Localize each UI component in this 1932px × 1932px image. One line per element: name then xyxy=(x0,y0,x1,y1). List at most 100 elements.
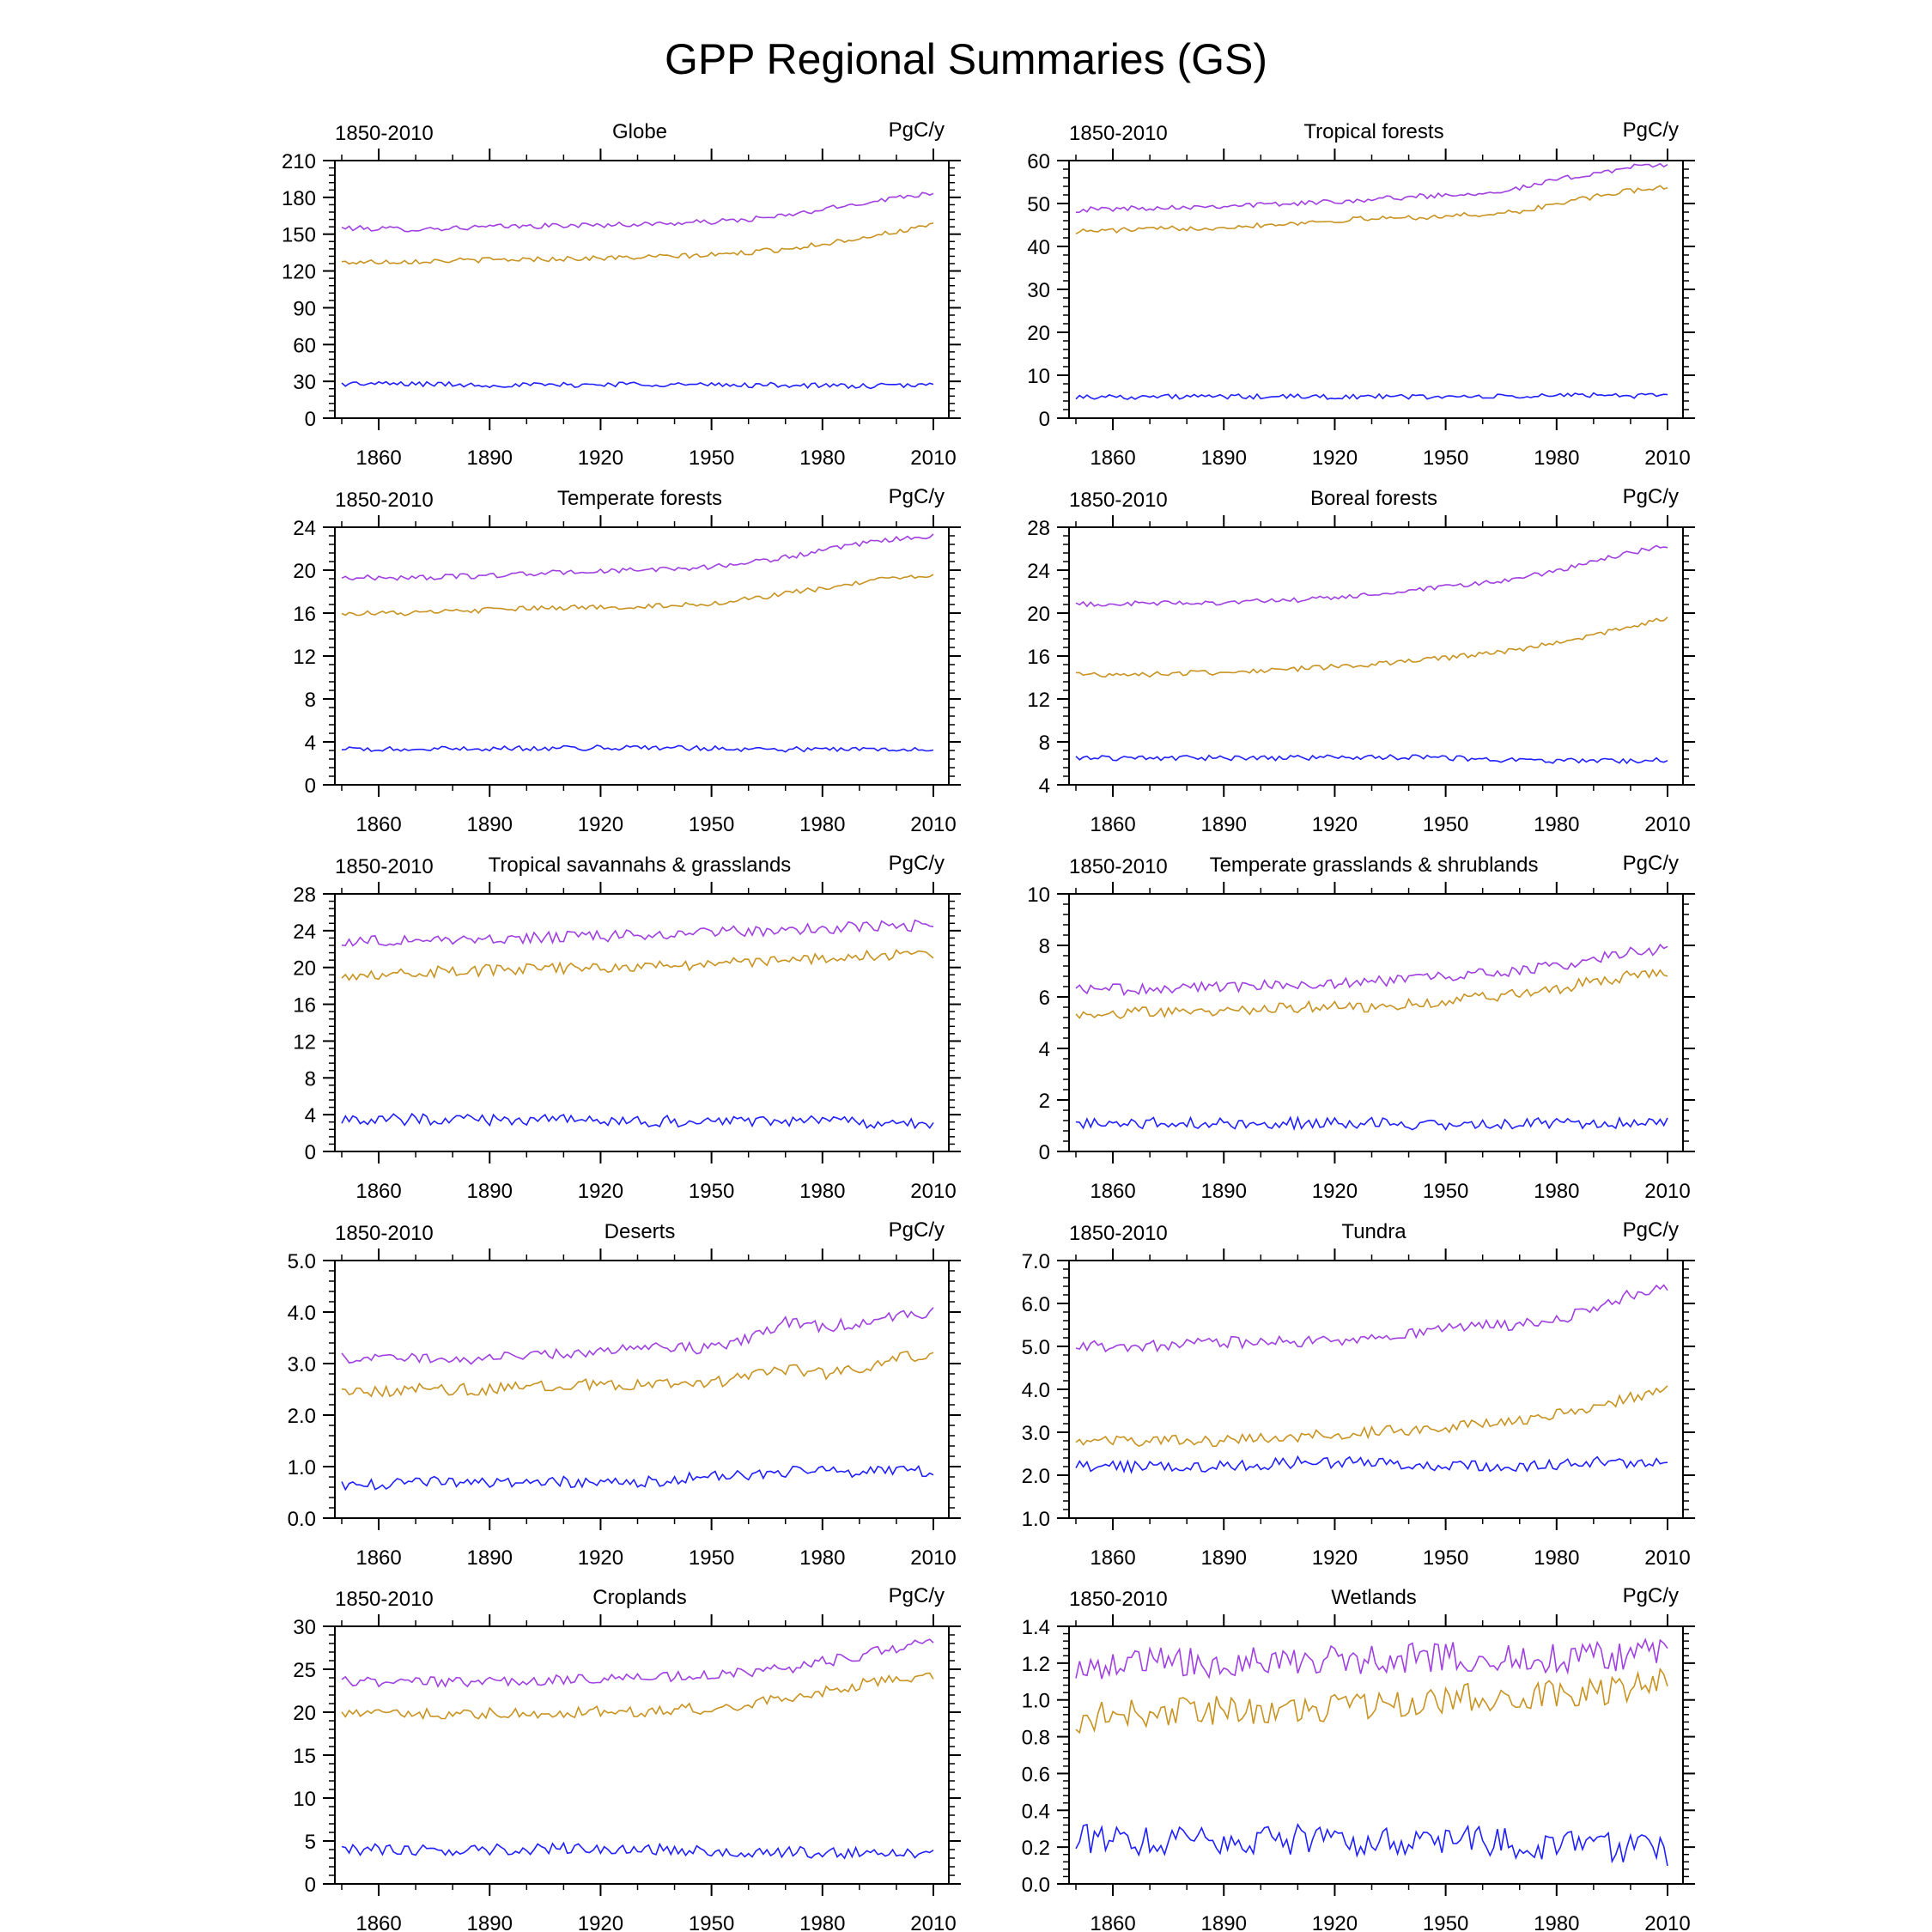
x-tick-label: 1890 xyxy=(467,813,513,836)
panel-period: 1850-2010 xyxy=(1069,855,1168,878)
y-tick-label: 16 xyxy=(293,603,316,626)
figure-title: GPP Regional Summaries (GS) xyxy=(664,35,1268,83)
y-tick-label: 0 xyxy=(305,1141,316,1164)
series-line-gold xyxy=(1076,617,1668,678)
x-tick-label: 1950 xyxy=(689,813,734,836)
y-tick-label: 0.8 xyxy=(1022,1727,1050,1750)
series-line-blue xyxy=(341,1464,934,1492)
y-tick-label: 180 xyxy=(282,187,316,210)
y-tick-label: 1.2 xyxy=(1022,1653,1050,1676)
x-tick-label: 1920 xyxy=(1312,813,1358,836)
plot-frame xyxy=(334,1260,950,1519)
x-tick-label: 1950 xyxy=(689,1912,734,1932)
x-tick-label: 1980 xyxy=(1534,447,1579,470)
y-tick-label: 5 xyxy=(305,1831,316,1854)
x-tick-label: 2010 xyxy=(910,813,956,836)
y-tick-label: 0.0 xyxy=(288,1508,316,1531)
panel-period: 1850-2010 xyxy=(1069,122,1168,145)
y-tick-label: 120 xyxy=(282,261,316,284)
y-tick-label: 28 xyxy=(293,884,316,907)
y-tick-label: 4 xyxy=(1039,1038,1050,1061)
y-tick-label: 4 xyxy=(305,732,316,755)
x-tick-label: 1950 xyxy=(1423,447,1468,470)
y-tick-label: 0.2 xyxy=(1022,1837,1050,1860)
x-tick-label: 1860 xyxy=(1090,1180,1135,1203)
plot-frame xyxy=(334,1625,950,1885)
y-tick-label: 2.0 xyxy=(1022,1465,1050,1488)
x-tick-label: 2010 xyxy=(910,1912,956,1932)
y-tick-label: 12 xyxy=(293,1030,316,1054)
y-tick-label: 60 xyxy=(293,334,316,357)
x-tick-label: 1980 xyxy=(799,447,845,470)
series-line-blue xyxy=(1075,392,1668,400)
x-tick-label: 1890 xyxy=(1201,1180,1247,1203)
series-line-gold xyxy=(1075,1667,1668,1735)
panel-6: 0.0 1.0 2.0 3.0 4.0 5.0 1860 1890 1920 1950 1980 20… xyxy=(288,1218,961,1570)
y-tick-label: 24 xyxy=(1027,560,1050,583)
y-tick-label: 60 xyxy=(1027,150,1050,173)
series-line-gold xyxy=(1075,185,1668,235)
panel-period: 1850-2010 xyxy=(1069,489,1168,512)
y-tick-label: 16 xyxy=(293,994,316,1018)
x-tick-label: 1860 xyxy=(355,1546,401,1570)
y-tick-label: 25 xyxy=(293,1659,316,1682)
x-tick-label: 1920 xyxy=(1312,1546,1358,1570)
panel-period: 1850-2010 xyxy=(335,122,434,145)
panel-7: 1.0 2.0 3.0 4.0 5.0 6.0 7.0 1860 1890 1920 1950 198… xyxy=(1022,1218,1695,1570)
panel-period: 1850-2010 xyxy=(335,489,434,512)
y-tick-label: 5.0 xyxy=(1022,1336,1050,1359)
series-line-gold xyxy=(341,222,934,265)
y-tick-label: 16 xyxy=(1027,646,1050,669)
panel-9: 0.0 0.2 0.4 0.6 0.8 1.0 1.2 1.4 1860 1890 1920 1950… xyxy=(1022,1584,1695,1932)
y-tick-label: 20 xyxy=(293,957,316,981)
x-tick-label: 1860 xyxy=(355,1912,401,1932)
plot-frame xyxy=(1068,893,1684,1152)
plot-frame xyxy=(1068,526,1684,786)
x-tick-label: 1980 xyxy=(799,813,845,836)
x-tick-label: 1980 xyxy=(799,1912,845,1932)
x-tick-label: 1890 xyxy=(467,1180,513,1203)
x-tick-label: 1920 xyxy=(578,1912,623,1932)
x-tick-label: 2010 xyxy=(1644,1546,1690,1570)
plot-frame xyxy=(1068,1625,1684,1885)
series-line-blue xyxy=(1075,1115,1668,1132)
y-tick-label: 30 xyxy=(293,371,316,394)
series-line-purple xyxy=(1075,1637,1668,1680)
y-tick-label: 10 xyxy=(1027,884,1050,907)
y-tick-label: 0 xyxy=(1039,408,1050,431)
x-tick-label: 1920 xyxy=(1312,1180,1358,1203)
x-tick-label: 1860 xyxy=(355,447,401,470)
y-tick-label: 20 xyxy=(293,1702,316,1725)
panel-units: PgC/y xyxy=(1623,1218,1679,1242)
y-tick-label: 7.0 xyxy=(1022,1250,1050,1273)
y-tick-label: 3.0 xyxy=(288,1353,316,1376)
x-tick-label: 1920 xyxy=(578,447,623,470)
x-tick-label: 1950 xyxy=(1423,1180,1468,1203)
panel-units: PgC/y xyxy=(1623,118,1679,142)
x-tick-label: 1950 xyxy=(1423,1546,1468,1570)
panel-units: PgC/y xyxy=(889,485,945,508)
y-tick-label: 150 xyxy=(282,224,316,247)
panel-period: 1850-2010 xyxy=(335,1222,434,1245)
x-tick-label: 2010 xyxy=(1644,813,1690,836)
y-tick-label: 1.0 xyxy=(288,1456,316,1479)
series-line-purple xyxy=(341,919,934,947)
series-line-gold xyxy=(341,1351,934,1398)
y-tick-label: 8 xyxy=(305,1067,316,1091)
y-tick-label: 0.4 xyxy=(1022,1800,1050,1823)
x-tick-label: 1860 xyxy=(355,1180,401,1203)
panel-title: Wetlands xyxy=(1331,1586,1417,1609)
x-tick-label: 1860 xyxy=(1090,1546,1135,1570)
y-tick-label: 4.0 xyxy=(288,1302,316,1325)
x-tick-label: 1920 xyxy=(578,1180,623,1203)
y-tick-label: 5.0 xyxy=(288,1250,316,1273)
series-line-purple xyxy=(341,1307,934,1365)
x-tick-label: 2010 xyxy=(910,1546,956,1570)
x-tick-label: 1920 xyxy=(578,1546,623,1570)
x-tick-label: 1920 xyxy=(578,813,623,836)
panel-units: PgC/y xyxy=(1623,852,1679,875)
y-tick-label: 28 xyxy=(1027,517,1050,540)
y-tick-label: 0 xyxy=(305,775,316,798)
x-tick-label: 1980 xyxy=(1534,1180,1579,1203)
x-tick-label: 2010 xyxy=(910,447,956,470)
